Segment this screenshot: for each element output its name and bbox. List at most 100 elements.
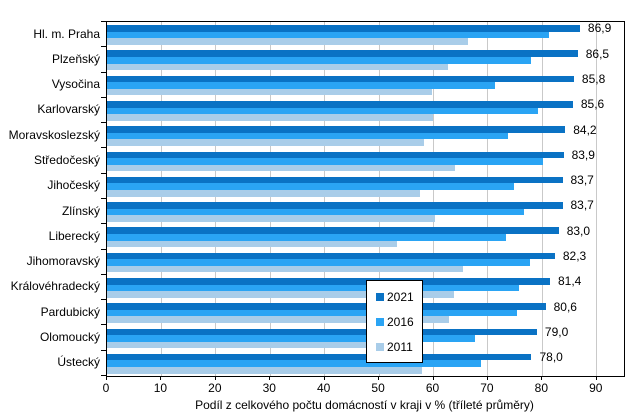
bar-2016-12 [107,309,517,317]
bar-2021-1 [107,25,580,32]
bar-2011-4 [107,114,433,121]
bar-2011-12 [107,316,449,324]
y-tick-5 [101,147,106,148]
data-label-12: 80,6 [553,299,577,314]
bar-2021-6 [107,151,564,159]
bar-2011-7 [107,190,420,197]
data-label-3: 85,8 [581,71,606,86]
bar-2016-5 [107,132,509,140]
bar-2016-11 [107,284,519,292]
bar-2021-8 [107,202,563,209]
bar-2016-6 [107,158,543,165]
category-label-2: Plzeňský [51,51,100,66]
category-label-9: Liberecký [48,228,100,243]
bar-2011-8 [107,215,436,222]
bar-2021-3 [107,75,574,83]
bar-2011-11 [107,291,455,298]
x-tick-50 [378,376,380,380]
y-tick-10 [101,274,106,275]
legend-label-2021: 2021 [387,289,414,304]
x-tick-label-40: 40 [316,381,331,395]
legend-label-2011: 2011 [387,339,413,354]
y-tick-6 [101,173,106,174]
y-tick-7 [101,198,106,199]
legend-marker-2016 [376,317,384,326]
bar-2021-2 [107,50,578,57]
gridline-10 [160,22,162,376]
legend-marker-2021 [376,292,384,301]
bar-2021-12 [107,303,546,310]
legend: 2021 2016 2011 [366,280,423,363]
legend-label-2016: 2016 [387,314,414,329]
bar-2011-14 [107,367,423,374]
y-tick-13 [101,350,106,351]
x-tick-70 [486,376,488,380]
bar-2016-10 [107,259,530,266]
bar-2016-7 [107,183,515,190]
category-label-5: Moravskoslezský [8,127,100,142]
data-label-5: 84,2 [573,122,597,137]
gridline-70 [487,22,489,376]
x-tick-30 [269,376,271,380]
y-tick-12 [101,324,106,325]
bar-2011-6 [107,164,455,172]
bar-2016-14 [107,360,481,367]
data-label-2: 86,5 [585,46,610,61]
bar-2021-4 [107,100,573,108]
gridline-50 [378,22,380,376]
bar-2016-9 [107,233,506,241]
bar-2021-13 [107,328,537,336]
category-label-3: Vysočina [51,77,100,92]
bar-2016-1 [107,31,549,39]
gridline-90 [596,22,598,376]
x-tick-90 [595,376,597,380]
x-tick-label-10: 10 [153,381,168,395]
bar-2021-5 [107,126,566,133]
x-tick-label-70: 70 [480,381,494,395]
category-label-12: Pardubický [40,304,100,319]
bar-2021-10 [107,252,555,260]
bar-2016-13 [107,335,475,342]
data-label-14: 78,0 [539,350,563,365]
category-label-4: Karlovarský [37,102,100,117]
x-tick-20 [214,376,216,380]
data-label-8: 83,7 [570,198,594,213]
y-tick-3 [101,97,106,98]
y-tick-4 [101,122,106,123]
y-tick-9 [101,249,106,250]
category-label-14: Ústecký [57,355,100,370]
bar-2021-7 [107,176,563,184]
data-label-7: 83,7 [570,173,594,188]
legend-item-2021: 2021 [376,290,422,303]
plot-area: 86,9 86,5 85,8 85,6 84,2 83,9 83,7 83,7 83,0 82,3… [106,21,625,377]
category-label-11: Královéhradecký [10,279,100,294]
x-tick-label-20: 20 [208,381,222,395]
bar-2011-1 [107,38,468,45]
data-label-4: 85,6 [580,97,605,112]
gridline-60 [433,22,435,376]
y-tick-0 [101,21,106,22]
x-tick-label-50: 50 [371,381,385,395]
y-axis-labels: Hl. m. Praha Plzeňský Vysočina Karlovarský M… [0,21,100,375]
category-label-1: Hl. m. Praha [33,26,100,41]
data-label-10: 82,3 [562,248,587,263]
legend-item-2011: 2011 [376,340,422,353]
bar-2021-9 [107,227,559,234]
x-tick-80 [541,376,543,380]
x-tick-label-30: 30 [262,381,276,395]
data-label-13: 79,0 [544,324,569,339]
bar-2016-8 [107,208,524,216]
gridline-40 [324,22,326,376]
bar-2011-2 [107,63,449,71]
bar-2016-2 [107,56,531,64]
x-tick-40 [323,376,325,380]
x-tick-0 [106,376,107,380]
bar-2021-14 [107,353,532,361]
gridline-80 [541,22,543,376]
category-label-13: Olomoucký [39,330,100,345]
data-label-1: 86,9 [587,21,612,36]
gridline-20 [215,22,217,376]
data-label-9: 83,0 [566,223,591,238]
bar-2011-13 [107,341,421,349]
x-tick-60 [432,376,434,380]
